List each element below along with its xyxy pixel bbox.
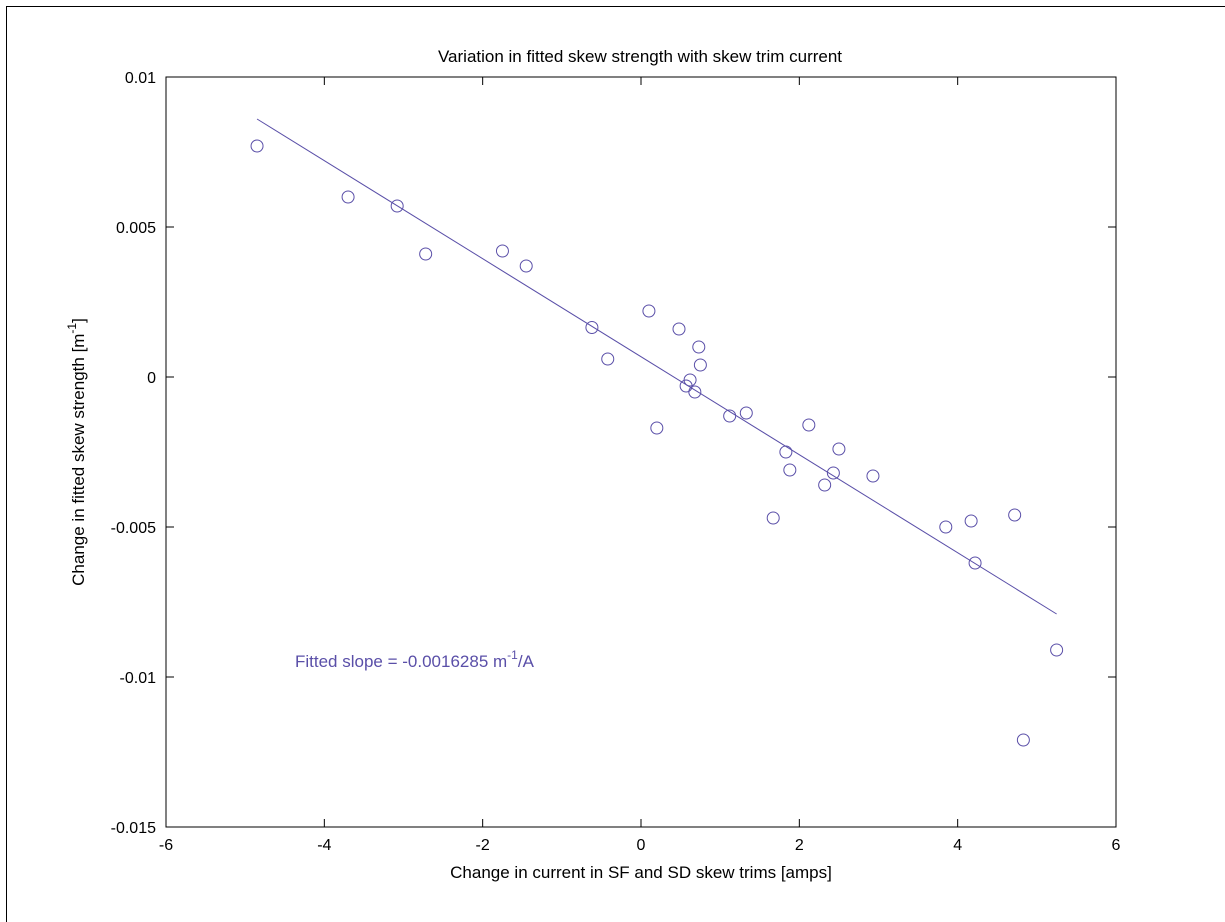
x-axis-ticks: -6 -4 -2 0 2 4 6 <box>159 77 1121 854</box>
data-point <box>832 442 846 456</box>
x-tick-label: -6 <box>159 837 173 854</box>
y-tick-label: 0.005 <box>116 220 156 237</box>
x-axis-label: Change in current in SF and SD skew trim… <box>450 863 832 882</box>
y-tick-label: -0.01 <box>120 670 157 687</box>
figure-frame <box>6 6 1225 922</box>
annotation-unit: /A <box>518 652 535 671</box>
data-point <box>866 469 880 483</box>
data-point <box>692 340 706 354</box>
data-point <box>419 247 433 261</box>
data-point <box>585 321 599 334</box>
data-point <box>693 358 707 372</box>
data-point <box>968 556 982 570</box>
annotation-text: Fitted slope = -0.0016285 m <box>295 652 507 671</box>
plot-area <box>165 76 1117 828</box>
x-tick-label: -2 <box>476 837 490 854</box>
data-point <box>683 373 697 387</box>
data-point <box>779 445 793 459</box>
y-axis-ticks: -0.015 -0.01 -0.005 0 0.005 0.01 <box>111 70 1116 837</box>
data-point <box>390 199 404 213</box>
data-point <box>1050 643 1064 657</box>
annotation-sup: -1 <box>507 648 518 662</box>
data-point <box>818 478 832 492</box>
data-point <box>601 352 615 366</box>
data-point <box>723 409 737 423</box>
data-point <box>650 421 664 435</box>
data-point <box>688 385 702 399</box>
fit-line <box>256 118 1057 615</box>
fitted-slope-annotation: Fitted slope = -0.0016285 m-1/A <box>295 648 535 671</box>
data-point <box>495 244 509 258</box>
data-point <box>341 190 355 204</box>
data-point <box>766 511 780 525</box>
y-tick-label: 0.01 <box>125 70 156 87</box>
y-axis-label-main: Change in fitted skew strength [m <box>69 334 88 586</box>
data-point <box>672 322 686 336</box>
data-point <box>964 514 978 528</box>
y-axis-label-end: ] <box>69 318 88 323</box>
y-axis-label-sup: -1 <box>65 323 79 334</box>
data-point <box>1008 508 1022 522</box>
x-tick-label: 6 <box>1112 837 1121 854</box>
chart-title: Variation in fitted skew strength with s… <box>438 47 842 66</box>
x-tick-label: 0 <box>637 837 646 854</box>
data-point <box>250 139 264 153</box>
data-points <box>250 139 1064 747</box>
data-point <box>783 463 797 477</box>
data-point <box>739 406 753 420</box>
x-tick-label: -4 <box>317 837 331 854</box>
data-point <box>802 418 816 432</box>
data-point <box>642 304 656 318</box>
x-tick-label: 4 <box>953 837 962 854</box>
y-axis-label: Change in fitted skew strength [m-1] <box>65 318 88 586</box>
data-point <box>826 466 840 480</box>
data-point <box>939 520 953 534</box>
y-tick-label: 0 <box>147 370 156 387</box>
data-point <box>1016 733 1030 747</box>
x-tick-label: 2 <box>795 837 804 854</box>
y-tick-label: -0.015 <box>111 820 156 837</box>
y-tick-label: -0.005 <box>111 520 156 537</box>
data-point <box>519 259 533 273</box>
